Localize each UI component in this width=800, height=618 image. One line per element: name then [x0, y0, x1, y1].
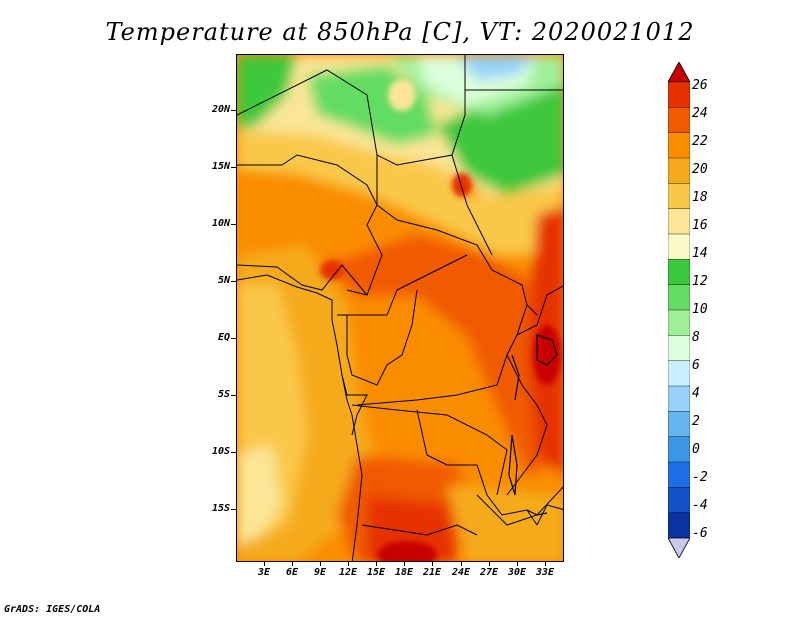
lon-label-33e: 33E	[535, 567, 555, 578]
lakes	[508, 334, 558, 516]
colorbar-label-4: 4	[692, 386, 700, 401]
colorbar-label-16: 16	[692, 218, 708, 233]
colorbar-label-minus6: -6	[692, 526, 708, 541]
colorbar-label-14: 14	[692, 246, 708, 261]
footer-credit: GrADS: IGES/COLA	[4, 604, 101, 615]
colorbar-segment	[668, 284, 690, 311]
colorbar-segment	[668, 81, 690, 109]
lon-label-30e: 30E	[507, 567, 527, 578]
colorbar-segment	[668, 309, 690, 337]
colorbar-label-18: 18	[692, 190, 708, 205]
colorbar-segment	[668, 183, 690, 210]
colorbar-label-2: 2	[692, 414, 700, 429]
lat-label-20n: 20N	[211, 104, 230, 115]
lon-label-6e: 6E	[285, 567, 299, 578]
colorbar-label-6: 6	[692, 358, 700, 373]
colorbar-label-minus2: -2	[692, 470, 708, 485]
lon-label-27e: 27E	[479, 567, 499, 578]
colorbar-segment	[668, 360, 690, 387]
lon-label-3e: 3E	[257, 567, 271, 578]
lat-label-10n: 10N	[211, 218, 230, 229]
colorbar-bottom-arrow	[668, 537, 690, 558]
lat-label-10s: 10S	[211, 446, 230, 457]
colorbar-label-0: 0	[692, 442, 700, 457]
colorbar-segment	[668, 259, 690, 286]
colorbar-segment	[668, 487, 690, 514]
lon-label-15e: 15E	[366, 567, 386, 578]
temperature-map	[236, 54, 564, 562]
colorbar-segment	[668, 107, 690, 134]
colorbar-segment	[668, 335, 690, 362]
colorbar-label-minus4: -4	[692, 498, 708, 513]
colorbar-segment	[668, 411, 690, 438]
colorbar-segment	[668, 461, 690, 489]
colorbar-top-arrow	[668, 62, 690, 83]
colorbar-label-8: 8	[692, 330, 700, 345]
colorbar-label-22: 22	[692, 134, 708, 149]
lat-label-eq: EQ	[217, 332, 230, 343]
colorbar-label-12: 12	[692, 274, 708, 289]
lat-label-5n: 5N	[217, 275, 230, 286]
colorbar-segment	[668, 512, 690, 539]
lon-label-12e: 12E	[338, 567, 358, 578]
colorbar-label-10: 10	[692, 302, 708, 317]
lon-label-21e: 21E	[422, 567, 442, 578]
lon-label-18e: 18E	[394, 567, 414, 578]
colorbar-segment	[668, 157, 690, 185]
temperature-field	[237, 55, 563, 561]
colorbar-segment	[668, 436, 690, 463]
country-borders	[237, 55, 563, 561]
lat-label-5s: 5S	[217, 389, 230, 400]
colorbar-label-26: 26	[692, 78, 708, 93]
lon-label-9e: 9E	[313, 567, 327, 578]
lat-label-15s: 15S	[211, 503, 230, 514]
colorbar-segment	[668, 208, 690, 235]
colorbar-segment	[668, 132, 690, 159]
map-title: Temperature at 850hPa [C], VT: 202002101…	[105, 18, 695, 46]
colorbar-label-20: 20	[692, 162, 708, 177]
colorbar-segment	[668, 233, 690, 261]
colorbar	[668, 62, 690, 558]
lat-label-15n: 15N	[211, 161, 230, 172]
lon-label-24e: 24E	[451, 567, 471, 578]
colorbar-segment	[668, 385, 690, 413]
coastline	[237, 274, 353, 416]
colorbar-label-24: 24	[692, 106, 708, 121]
